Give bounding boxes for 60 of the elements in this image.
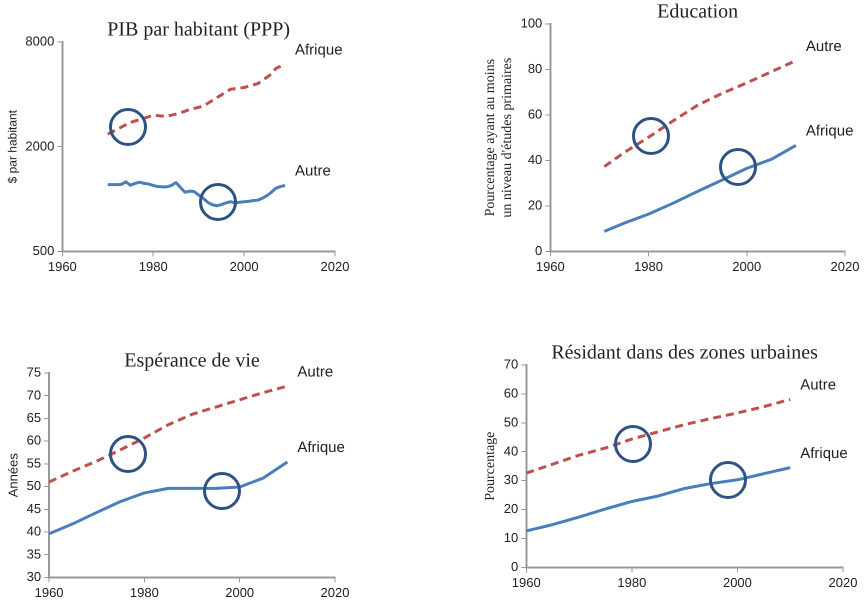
series-label: Autre: [295, 162, 331, 180]
x-tick-label: 2000: [230, 258, 259, 274]
x-tick-label: 2020: [830, 258, 860, 274]
y-tick-label: 75: [26, 364, 42, 380]
x-tick-label: 1960: [512, 574, 541, 590]
x-tick-label: 1980: [617, 574, 646, 590]
series-label: Afrique: [800, 444, 848, 462]
y-tick-label: 65: [26, 410, 42, 425]
x-tick-label: 2000: [722, 574, 752, 590]
x-tick-label: 1960: [48, 258, 77, 274]
y-tick-label: 20: [504, 501, 518, 516]
series-label: Autre: [806, 38, 842, 55]
y-tick-label: 10: [504, 530, 518, 546]
y-tick-label: 35: [26, 546, 42, 562]
y-tick-label: 70: [504, 356, 518, 372]
y-tick-label: 50: [26, 478, 42, 494]
y-axis-title: Pourcentage ayant au moins un niveau d'études primaires: [483, 58, 515, 218]
y-axis-title: $ par habitant: [6, 109, 20, 184]
x-tick-label: 2000: [225, 584, 254, 600]
y-tick-label: 50: [504, 414, 518, 430]
y-tick-label: 500: [32, 242, 54, 258]
x-tick-label: 1980: [634, 258, 663, 274]
y-axis-title: Pourcentage: [483, 432, 498, 501]
y-tick-label: 60: [528, 106, 542, 122]
y-tick-label: 40: [26, 524, 42, 539]
x-tick-label: 1980: [130, 584, 159, 600]
y-tick-label: 30: [26, 568, 42, 584]
y-tick-label: 30: [504, 472, 518, 488]
y-tick-label: 60: [26, 432, 42, 448]
y-tick-label: 100: [520, 16, 542, 31]
y-tick-label: 8000: [25, 34, 54, 49]
y-tick-label: 55: [26, 455, 42, 470]
y-tick-label: 20: [528, 198, 542, 212]
x-tick-label: 2020: [320, 584, 350, 600]
x-tick-label: 1960: [34, 584, 64, 600]
chart-title: Résidant dans des zones urbaines: [551, 341, 818, 364]
y-tick-label: 40: [504, 443, 518, 458]
chart-title: Espérance de vie: [124, 349, 260, 372]
x-tick-label: 1960: [536, 258, 565, 274]
y-tick-label: 80: [528, 61, 542, 76]
y-axis-title: Années: [5, 452, 20, 498]
series-label: Autre: [297, 363, 334, 380]
series-label: Autre: [800, 376, 836, 394]
chart-title: Education: [657, 0, 738, 22]
series-label: Afrique: [297, 439, 345, 456]
line-series: [526, 398, 792, 475]
y-tick-label: 70: [26, 387, 42, 402]
y-tick-label: 2000: [25, 138, 54, 154]
y-tick-label: 0: [535, 242, 542, 258]
series-label: Afrique: [806, 122, 854, 140]
y-tick-label: 0: [511, 558, 518, 574]
y-tick-label: 60: [504, 385, 518, 400]
series-label: Afrique: [295, 42, 343, 58]
x-tick-label: 1980: [138, 258, 168, 274]
y-tick-label: 40: [528, 152, 542, 168]
chart-title: PIB par habitant (PPP): [107, 18, 290, 40]
x-tick-label: 2000: [732, 258, 762, 274]
x-tick-label: 2020: [320, 258, 350, 274]
y-tick-label: 45: [26, 500, 42, 516]
x-tick-label: 2020: [828, 574, 858, 590]
